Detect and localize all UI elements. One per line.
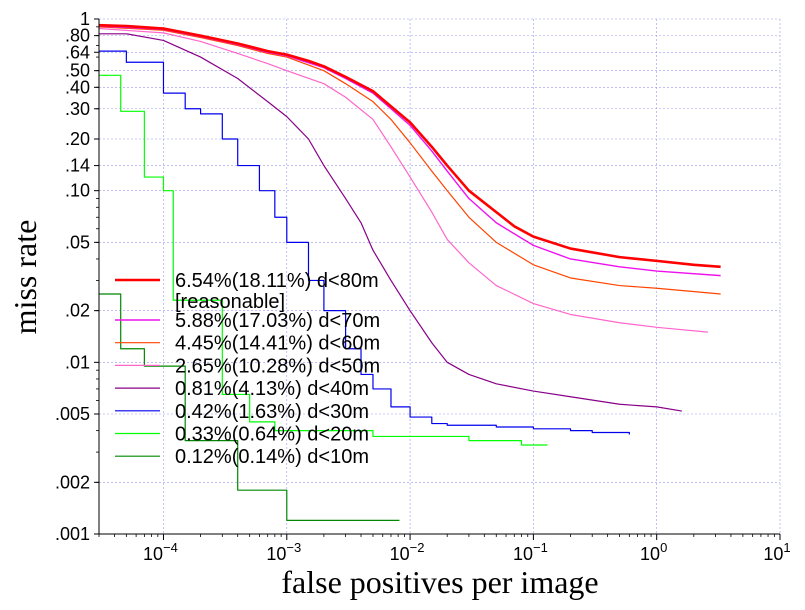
x-tick-exponent: −1 xyxy=(533,540,548,555)
legend-label-3: 2.65%(10.28%) d<50m xyxy=(175,355,380,377)
y-tick-label: .01 xyxy=(65,352,90,372)
y-tick-label: .50 xyxy=(65,61,90,81)
series-line-0 xyxy=(98,23,721,269)
x-tick-base: 10 xyxy=(513,544,533,564)
y-tick-label: .20 xyxy=(65,129,90,149)
legend-label-7: 0.12%(0.14%) d<10m xyxy=(175,446,369,468)
y-axis-label: miss rate xyxy=(7,220,43,335)
x-tick-base: 10 xyxy=(143,544,163,564)
y-tick-label: .05 xyxy=(65,232,90,252)
x-axis-label: false positives per image xyxy=(281,564,598,600)
x-tick-base: 10 xyxy=(763,544,783,564)
y-tick-label: .10 xyxy=(65,181,90,201)
legend-label-1: 5.88%(17.03%) d<70m xyxy=(175,310,380,332)
series-line-6 xyxy=(99,74,548,446)
y-tick-labels: 1.80.64.50.40.30 .20 .14 .10 .05 .02 .01 .005 .0… xyxy=(55,9,99,544)
x-tick-exponent: 1 xyxy=(783,540,790,555)
legend-label-6: 0.33%(0.64%) d<20m xyxy=(175,424,369,446)
legend-label-0: 6.54%(18.11%) d<80m xyxy=(175,270,379,292)
grid-lines xyxy=(99,18,781,535)
x-tick-label: 100 xyxy=(640,540,667,564)
x-tick-label: 101 xyxy=(763,540,790,564)
x-tick-base: 10 xyxy=(390,544,410,564)
y-tick-label: .14 xyxy=(65,156,90,176)
axes xyxy=(98,19,780,535)
y-tick-label: .02 xyxy=(65,301,90,321)
x-tick-base: 10 xyxy=(266,544,286,564)
x-tick-base: 10 xyxy=(640,544,660,564)
x-tick-exponent: 0 xyxy=(660,540,667,555)
y-tick-label: .005 xyxy=(55,404,90,424)
x-tick-exponent: −2 xyxy=(410,540,425,555)
y-tick-label: 1 xyxy=(80,9,90,29)
legend-label-0: [reasonable] xyxy=(175,291,285,313)
series-line-5 xyxy=(99,50,630,435)
y-tick-label: .64 xyxy=(65,42,90,62)
y-tick-label: .001 xyxy=(55,524,90,544)
series-line-3 xyxy=(98,27,708,333)
legend-label-5: 0.42%(1.63%) d<30m xyxy=(175,401,369,423)
x-tick-exponent: −3 xyxy=(286,540,301,555)
y-tick-label: .40 xyxy=(65,77,90,97)
series-line-2 xyxy=(98,26,721,295)
x-tick-label: 10−4 xyxy=(143,540,178,564)
series-line-4 xyxy=(99,33,682,412)
x-tick-label: 10−2 xyxy=(390,540,425,564)
legend-label-4: 0.81%(4.13%) d<40m xyxy=(175,378,369,400)
y-tick-label: .30 xyxy=(65,99,90,119)
x-tick-label: 10−1 xyxy=(513,540,548,564)
plot-series xyxy=(98,23,721,522)
y-tick-label: .80 xyxy=(65,26,90,46)
legend-label-2: 4.45%(14.41%) d<60m xyxy=(175,333,380,355)
x-tick-label: 10−3 xyxy=(266,540,301,564)
x-tick-exponent: −4 xyxy=(163,540,178,555)
y-tick-label: .002 xyxy=(55,472,90,492)
series-line-7 xyxy=(99,293,400,522)
x-tick-labels: 10−4 10−3 10−2 10−1 100 101 xyxy=(143,534,791,564)
legend: 6.54%(18.11%) d<80m[reasonable]5.88%(17.… xyxy=(115,270,380,468)
